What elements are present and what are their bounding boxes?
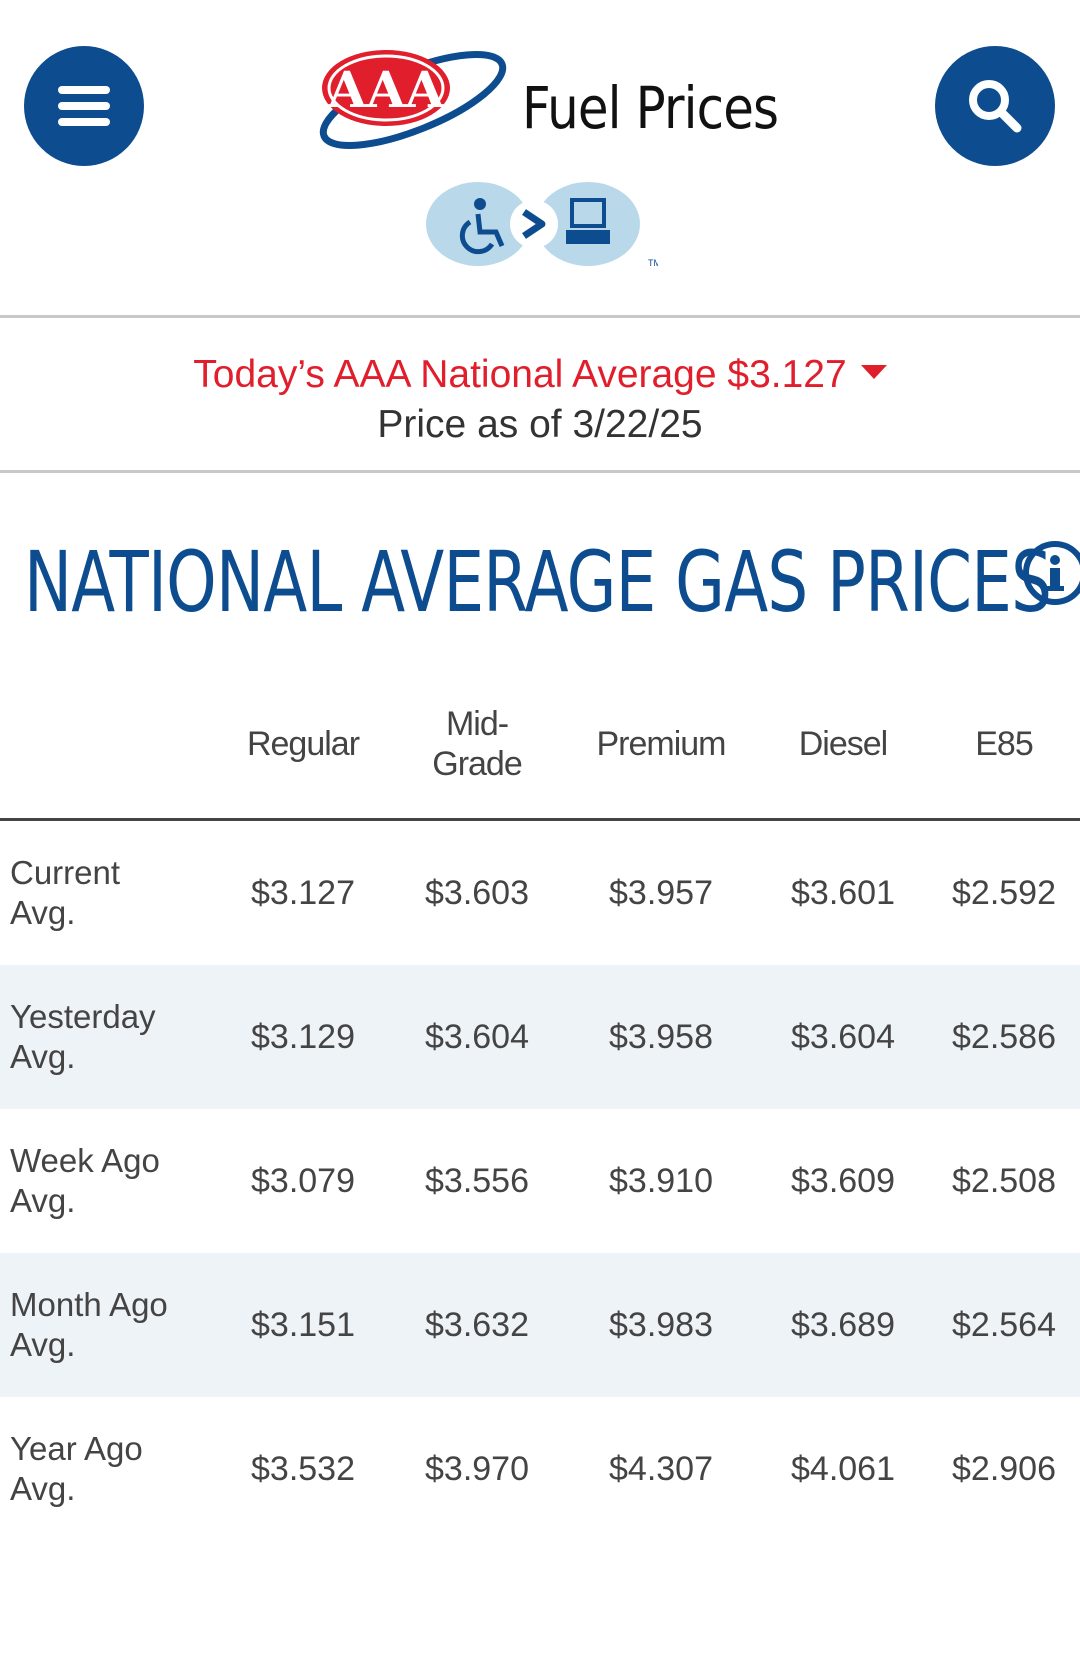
menu-button[interactable] — [24, 46, 144, 166]
cell-diesel: $3.689 — [758, 1253, 928, 1397]
cell-e85: $2.586 — [928, 965, 1080, 1109]
cell-mid-grade: $3.604 — [390, 965, 564, 1109]
table-row: Year Ago Avg. $3.532 $3.970 $4.307 $4.06… — [0, 1397, 1080, 1541]
table-header-row: Regular Mid-Grade Premium Diesel E85 — [0, 670, 1080, 821]
aaa-logo[interactable]: AAA — [318, 40, 508, 160]
cell-diesel: $3.609 — [791, 1161, 895, 1200]
row-label-text: Week Ago Avg. — [10, 1142, 160, 1219]
cell-e85: $2.508 — [952, 1161, 1056, 1200]
cell-premium: $3.958 — [564, 965, 758, 1109]
row-label-text: Month Ago Avg. — [10, 1286, 168, 1363]
cell-premium: $4.307 — [609, 1449, 713, 1488]
price-as-of-date: Price as of 3/22/25 — [377, 403, 703, 446]
cell-regular: $3.151 — [216, 1253, 390, 1397]
info-icon[interactable] — [1022, 540, 1080, 606]
cell-premium: $3.957 — [609, 873, 713, 912]
cell-diesel: $4.061 — [791, 1449, 895, 1488]
column-header-e85: E85 — [928, 670, 1080, 821]
header-divider — [0, 315, 1080, 318]
row-label-current: Current Avg. — [0, 820, 216, 966]
accessibility-widget-icon[interactable]: TM — [426, 182, 658, 272]
table-row: Month Ago Avg. $3.151 $3.632 $3.983 $3.6… — [0, 1253, 1080, 1397]
row-label-text: Current Avg. — [10, 854, 121, 931]
cell-diesel: $3.601 — [791, 873, 895, 912]
cell-diesel: $3.604 — [758, 965, 928, 1109]
row-label-yesterday: Yesterday Avg. — [0, 965, 216, 1109]
search-icon — [969, 80, 1022, 133]
row-label-month-ago: Month Ago Avg. — [0, 1253, 216, 1397]
down-triangle-icon — [860, 365, 887, 379]
aaa-logo-text: AAA — [327, 60, 446, 119]
cell-regular: $3.079 — [251, 1161, 355, 1200]
table-row: Current Avg. $3.127 $3.603 $3.957 $3.601… — [0, 820, 1080, 966]
national-average-text: Today’s AAA National Average $3.127 — [193, 353, 847, 396]
row-label-text: Yesterday Avg. — [10, 998, 156, 1075]
column-header-regular: Regular — [216, 670, 390, 821]
cell-mid-grade: $3.556 — [425, 1161, 529, 1200]
row-label-week-ago: Week Ago Avg. — [0, 1109, 216, 1253]
table-row: Week Ago Avg. $3.079 $3.556 $3.910 $3.60… — [0, 1109, 1080, 1253]
cell-premium: $3.983 — [564, 1253, 758, 1397]
banner-divider — [0, 470, 1080, 473]
cell-e85: $2.592 — [952, 873, 1056, 912]
svg-text:TM: TM — [648, 258, 658, 268]
cell-mid-grade: $3.603 — [425, 873, 529, 912]
cell-e85: $2.564 — [928, 1253, 1080, 1397]
cell-e85: $2.906 — [952, 1449, 1056, 1488]
cell-mid-grade: $3.632 — [390, 1253, 564, 1397]
national-average-banner: Today’s AAA National Average $3.127 Pric… — [0, 350, 1080, 450]
search-button[interactable] — [935, 46, 1055, 166]
column-header-premium: Premium — [564, 670, 758, 821]
national-average-link[interactable]: Today’s AAA National Average $3.127 — [0, 350, 1080, 400]
row-label-text: Year Ago Avg. — [10, 1430, 143, 1507]
cell-regular: $3.129 — [216, 965, 390, 1109]
hamburger-menu-icon — [58, 86, 110, 126]
cell-regular: $3.127 — [251, 873, 355, 912]
section-title: NATIONAL AVERAGE GAS PRICES — [24, 533, 1052, 631]
header-blank — [0, 670, 216, 821]
cell-regular: $3.532 — [251, 1449, 355, 1488]
column-header-diesel: Diesel — [758, 670, 928, 821]
cell-premium: $3.910 — [609, 1161, 713, 1200]
row-label-year-ago: Year Ago Avg. — [0, 1397, 216, 1541]
column-header-mid-grade: Mid-Grade — [390, 670, 564, 821]
gas-prices-table: Regular Mid-Grade Premium Diesel E85 Cur… — [0, 670, 1080, 1541]
column-header-mid-grade-label: Mid-Grade — [432, 705, 523, 783]
table-row: Yesterday Avg. $3.129 $3.604 $3.958 $3.6… — [0, 965, 1080, 1109]
page-title: Fuel Prices — [522, 74, 779, 142]
cell-mid-grade: $3.970 — [425, 1449, 529, 1488]
site-header: AAA Fuel Prices TM — [0, 0, 1080, 316]
